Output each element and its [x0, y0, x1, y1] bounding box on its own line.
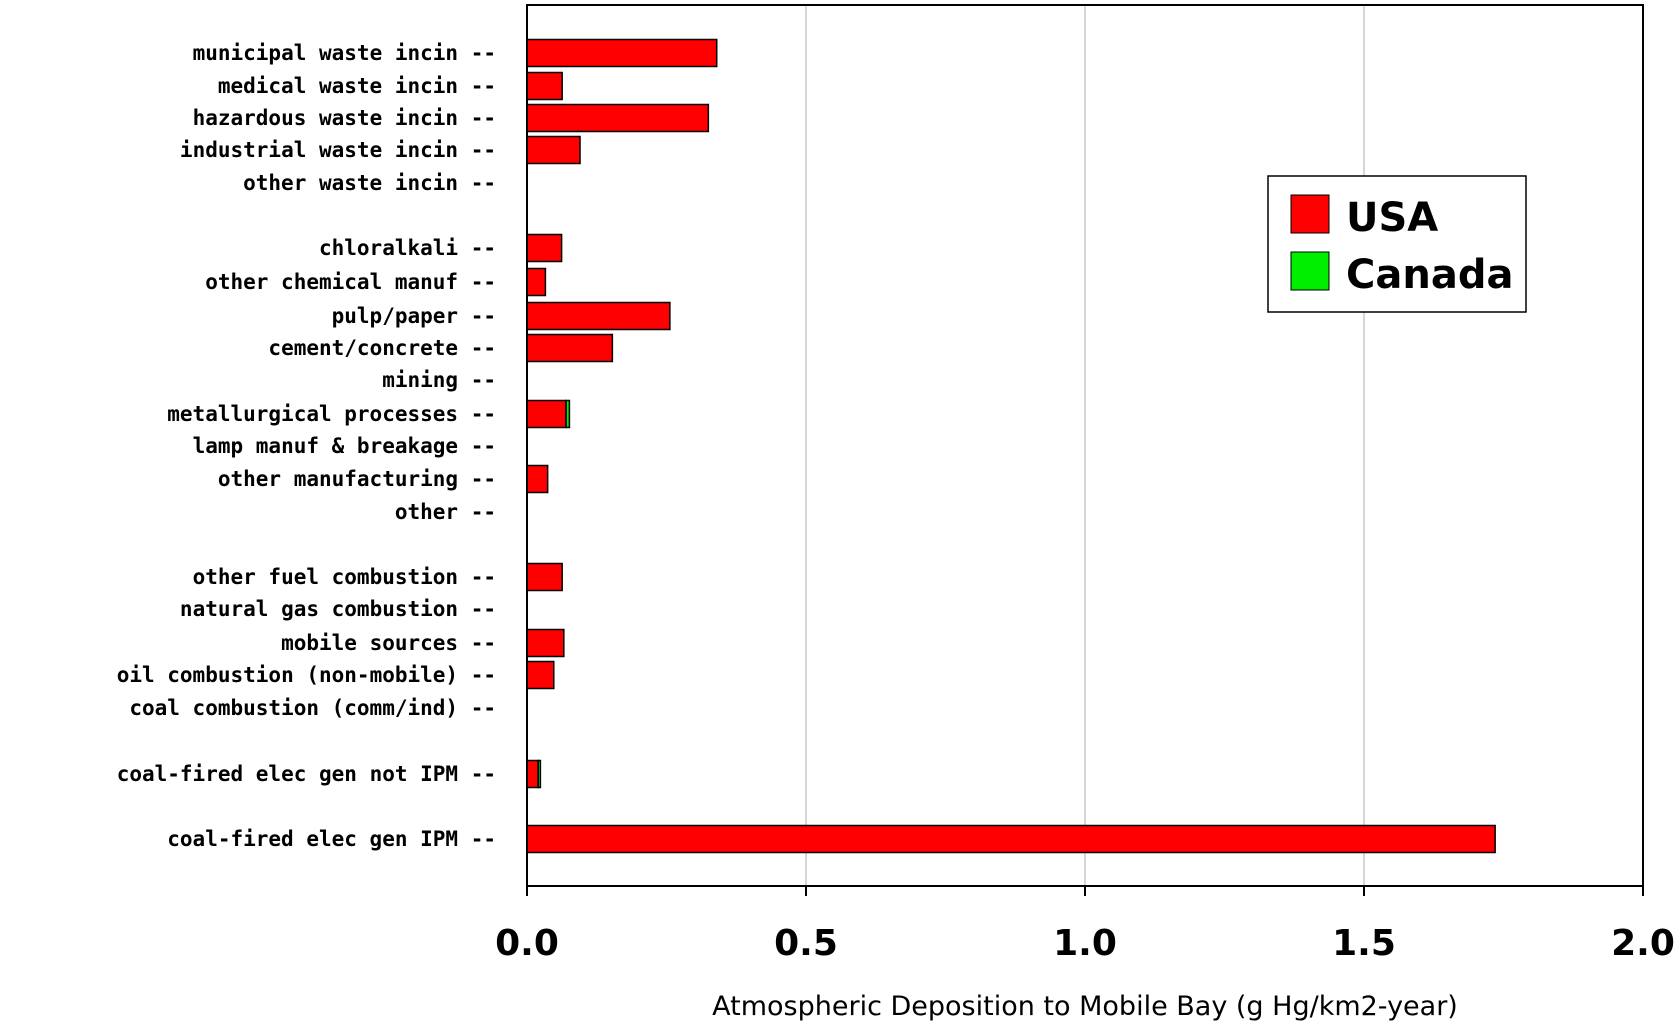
bar-canada	[537, 759, 542, 789]
category-label: coal-fired elec gen IPM --	[167, 827, 496, 851]
category-label: natural gas combustion --	[180, 597, 496, 621]
x-tick-label: 0.5	[774, 923, 838, 964]
category-label: other manufacturing --	[218, 467, 496, 491]
x-axis-ticks: 0.0 0.5 1.0 1.5 2.0	[495, 886, 1675, 964]
bar-usa	[526, 628, 565, 658]
category-label: hazardous waste incin --	[193, 106, 496, 130]
bar-usa	[526, 464, 549, 494]
legend-label-usa: USA	[1346, 195, 1438, 241]
category-label: municipal waste incin --	[193, 41, 496, 65]
x-tick-label: 1.5	[1332, 923, 1396, 964]
bar-usa	[526, 267, 547, 297]
category-label: medical waste incin --	[218, 74, 496, 98]
x-axis-title: Atmospheric Deposition to Mobile Bay (g …	[712, 991, 1458, 1021]
x-tick-label: 0.0	[495, 923, 559, 964]
category-label: coal combustion (comm/ind) --	[129, 696, 496, 720]
bar-canada	[565, 399, 571, 429]
category-label: cement/concrete --	[268, 336, 496, 360]
category-label: other fuel combustion --	[193, 565, 496, 589]
category-label: metallurgical processes --	[167, 402, 496, 426]
category-label: pulp/paper --	[332, 304, 496, 328]
bar-usa	[526, 38, 718, 68]
bar-usa	[526, 71, 563, 101]
category-label: mining --	[382, 368, 496, 392]
bar-usa	[526, 562, 563, 592]
category-label: mobile sources --	[281, 631, 496, 655]
category-label: lamp manuf & breakage --	[193, 434, 496, 458]
category-label: other waste incin --	[243, 171, 496, 195]
bar-usa	[526, 333, 614, 363]
gridlines	[805, 5, 1365, 886]
category-label: other --	[395, 500, 496, 524]
bar-usa	[526, 399, 567, 429]
category-label: industrial waste incin --	[180, 138, 496, 162]
bar-usa	[526, 660, 555, 690]
category-labels: municipal waste incin -- medical waste in…	[117, 41, 496, 851]
x-tick-label: 1.0	[1053, 923, 1117, 964]
bar-usa	[526, 233, 563, 263]
bar-usa	[526, 135, 581, 165]
bar-usa	[526, 103, 710, 133]
legend: USA Canada	[1267, 175, 1527, 313]
legend-swatch-canada	[1290, 251, 1330, 291]
legend-swatch-usa	[1290, 194, 1330, 234]
category-label: coal-fired elec gen not IPM --	[117, 762, 496, 786]
bar-usa	[526, 824, 1496, 854]
legend-label-canada: Canada	[1346, 252, 1513, 298]
bar-usa	[526, 301, 671, 331]
bars	[526, 38, 1496, 854]
bar-usa	[526, 759, 539, 789]
category-label: oil combustion (non-mobile) --	[117, 663, 496, 687]
category-label: other chemical manuf --	[205, 270, 496, 294]
x-tick-label: 2.0	[1611, 923, 1675, 964]
category-label: chloralkali --	[319, 236, 496, 260]
